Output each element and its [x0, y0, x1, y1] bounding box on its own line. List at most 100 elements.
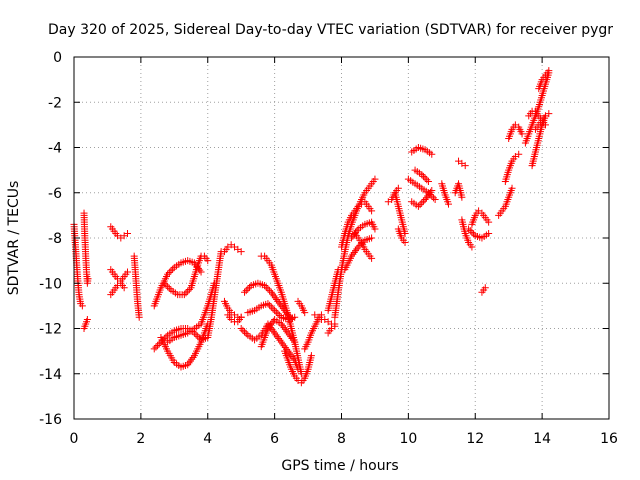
data-point-marker — [266, 301, 274, 309]
data-point-marker — [461, 162, 469, 170]
series-s40 — [451, 180, 466, 201]
data-point-marker — [275, 334, 283, 342]
series-s45 — [478, 284, 489, 296]
series-s34 — [394, 225, 409, 247]
data-point-marker — [288, 353, 296, 361]
data-point-marker — [265, 323, 273, 331]
data-points — [70, 67, 553, 387]
data-point-marker — [353, 245, 361, 253]
data-point-marker — [155, 340, 163, 348]
x-tick-label: 6 — [270, 431, 279, 447]
data-point-marker — [445, 200, 452, 208]
data-point-marker — [269, 327, 277, 335]
data-point-marker — [277, 301, 285, 309]
data-point-marker — [307, 352, 315, 360]
data-point-marker — [368, 207, 376, 215]
data-point-marker — [515, 150, 523, 158]
x-tick-label: 12 — [466, 431, 484, 447]
series-s23 — [294, 297, 309, 317]
series-s38 — [411, 166, 432, 185]
data-point-marker — [150, 345, 158, 353]
data-point-marker — [541, 121, 549, 129]
data-point-marker — [348, 234, 356, 242]
data-point-marker — [431, 196, 439, 204]
data-point-marker — [78, 302, 86, 310]
data-point-marker — [352, 247, 360, 255]
series-s52 — [535, 67, 553, 93]
data-point-marker — [241, 328, 249, 336]
data-point-marker — [164, 283, 172, 291]
data-point-marker — [331, 322, 339, 330]
data-point-marker — [182, 289, 190, 297]
series-s48 — [505, 121, 526, 142]
series-s12 — [164, 279, 218, 346]
chart-title: Day 320 of 2025, Sidereal Day-to-day VTE… — [48, 22, 613, 38]
y-axis-label: SDTVAR / TECUs — [6, 181, 22, 296]
series-s44 — [458, 216, 476, 251]
data-point-marker — [280, 342, 288, 350]
data-point-marker — [394, 184, 402, 192]
data-point-marker — [401, 239, 409, 247]
data-point-marker — [418, 199, 426, 207]
x-tick-label: 16 — [600, 431, 618, 447]
data-point-marker — [186, 357, 194, 365]
data-point-marker — [244, 285, 252, 293]
x-tick-label: 4 — [203, 431, 212, 447]
data-point-marker — [466, 227, 474, 235]
data-point-marker — [268, 319, 276, 327]
data-point-marker — [368, 234, 376, 242]
data-point-marker — [350, 248, 358, 256]
series-s28 — [338, 198, 376, 251]
data-point-marker — [160, 279, 168, 287]
data-point-marker — [470, 230, 478, 238]
x-tick-label: 0 — [70, 431, 79, 447]
series-s13 — [220, 241, 245, 256]
series-s5 — [107, 266, 131, 285]
series-s11 — [160, 252, 212, 299]
x-tick-label: 10 — [399, 431, 417, 447]
data-point-marker — [424, 192, 432, 200]
data-point-marker — [276, 336, 284, 344]
data-point-marker — [271, 306, 279, 314]
data-point-marker — [481, 284, 489, 292]
data-point-marker — [194, 332, 202, 340]
series-s37 — [408, 186, 436, 210]
data-point-marker — [242, 287, 250, 295]
data-point-marker — [287, 351, 295, 359]
data-point-marker — [120, 284, 128, 292]
data-point-marker — [468, 228, 476, 236]
data-point-marker — [241, 288, 249, 296]
data-point-marker — [280, 324, 288, 332]
data-point-marker — [264, 325, 272, 332]
data-point-marker — [189, 353, 197, 361]
data-point-marker — [152, 343, 160, 351]
y-tick-label: -10 — [39, 276, 62, 292]
data-point-marker — [429, 194, 437, 202]
data-point-marker — [154, 341, 162, 349]
x-tick-label: 14 — [533, 431, 551, 447]
data-point-marker — [242, 330, 250, 338]
data-point-marker — [184, 287, 192, 295]
series-s53 — [525, 107, 549, 129]
data-point-marker — [83, 315, 91, 323]
data-point-marker — [237, 313, 245, 321]
y-tick-label: -4 — [48, 141, 62, 157]
axis-ticks: 0 2 4 6 8 10 12 14 16 0 -2 -4 -6 -8 -10 -12 -14 -16 — [39, 50, 618, 447]
series-s35 — [408, 144, 436, 158]
data-point-marker — [518, 130, 526, 138]
data-point-marker — [269, 290, 277, 298]
data-point-marker — [485, 218, 493, 226]
series-s7 — [130, 252, 143, 321]
data-point-marker — [270, 292, 278, 300]
data-point-marker — [239, 326, 247, 334]
data-point-marker — [352, 229, 360, 237]
data-point-marker — [264, 300, 272, 308]
data-point-marker — [271, 294, 279, 302]
data-point-marker — [237, 325, 245, 332]
data-point-marker — [418, 171, 426, 179]
series-s43 — [465, 225, 493, 242]
data-point-marker — [421, 196, 429, 204]
data-point-marker — [274, 310, 282, 318]
data-point-marker — [508, 184, 516, 192]
